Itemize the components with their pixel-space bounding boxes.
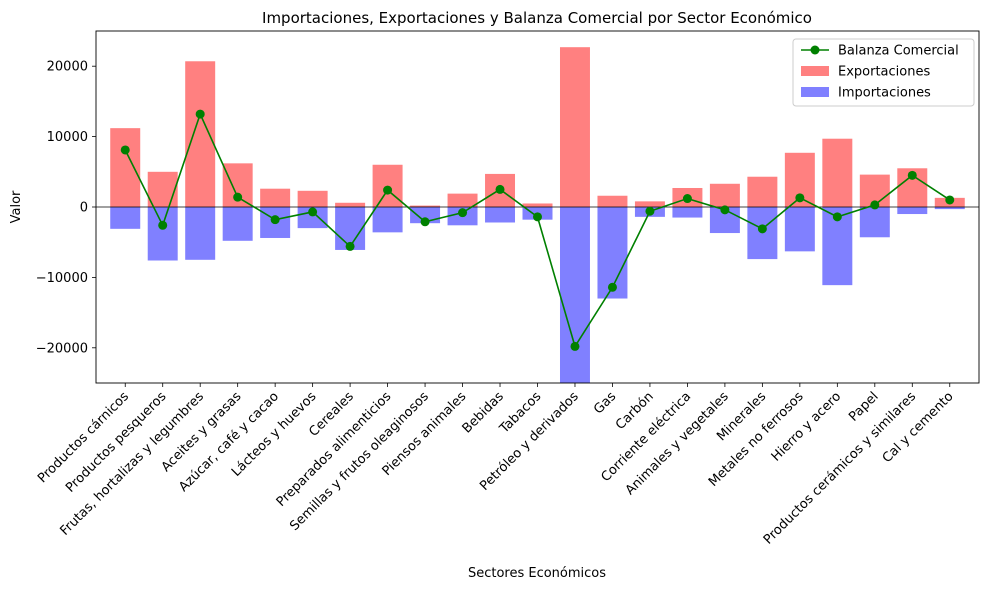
balanza-point xyxy=(308,207,318,217)
importaciones-bar xyxy=(672,207,703,218)
exportaciones-bar xyxy=(822,138,853,207)
importaciones-bar xyxy=(147,207,178,261)
balanza-point xyxy=(233,192,243,202)
exportaciones-bar xyxy=(110,128,141,207)
balanza-point xyxy=(645,206,655,216)
x-axis-label: Sectores Económicos xyxy=(468,566,606,581)
y-tick-label: −20000 xyxy=(36,341,88,356)
balanza-point xyxy=(607,282,617,292)
exportaciones-bar xyxy=(147,171,178,207)
y-axis: −20000 −10000 0 10000 20000 xyxy=(36,60,96,356)
legend: Balanza Comercial Exportaciones Importacio… xyxy=(792,38,975,107)
balanza-point xyxy=(383,185,393,195)
exportaciones-bar xyxy=(522,203,553,207)
balanza-point xyxy=(533,212,542,222)
legend-box xyxy=(792,38,975,107)
balanza-point xyxy=(682,194,692,204)
y-tick-label: 10000 xyxy=(47,130,88,145)
importaciones-bar xyxy=(897,207,928,215)
balanza-point xyxy=(795,193,805,203)
balanza-point xyxy=(495,184,505,194)
legend-bar-swatch xyxy=(801,66,829,76)
balanza-point xyxy=(270,215,280,225)
importaciones-bar xyxy=(110,207,141,229)
importaciones-bar xyxy=(185,207,216,260)
exportaciones-bar xyxy=(185,61,216,207)
balanza-point xyxy=(720,205,730,215)
y-tick-label: −10000 xyxy=(36,271,88,286)
balanza-point xyxy=(458,208,468,218)
balanza-point xyxy=(907,170,917,180)
balanza-point xyxy=(945,195,955,205)
balanza-point xyxy=(345,241,355,251)
chart-title: Importaciones, Exportaciones y Balanza C… xyxy=(262,9,812,27)
y-tick-label: 20000 xyxy=(47,60,88,75)
legend-label: Importaciones xyxy=(838,86,931,101)
importaciones-bar xyxy=(934,207,965,210)
balanza-point xyxy=(570,341,580,351)
legend-bar-swatch xyxy=(801,87,829,97)
exportaciones-bar xyxy=(747,176,778,207)
exportaciones-bar xyxy=(634,201,665,207)
y-tick-label: 0 xyxy=(80,201,88,216)
legend-label: Balanza Comercial xyxy=(838,44,959,59)
exportaciones-bar xyxy=(597,195,628,207)
balanza-point xyxy=(195,109,205,119)
exportaciones-bar xyxy=(335,202,366,207)
balanza-point xyxy=(757,224,767,234)
importaciones-bar xyxy=(784,207,815,252)
exportaciones-bar xyxy=(260,188,291,207)
balanza-point xyxy=(832,212,842,222)
balanza-point xyxy=(120,145,130,155)
exportaciones-bar xyxy=(709,183,740,207)
exportaciones-bar xyxy=(559,47,590,207)
plot-area xyxy=(95,30,980,384)
balanza-point xyxy=(420,217,430,227)
importaciones-bar xyxy=(859,207,890,238)
exportaciones-bar xyxy=(297,190,328,207)
importaciones-bar xyxy=(485,207,516,223)
legend-marker-swatch xyxy=(810,45,820,55)
importaciones-bar xyxy=(297,207,328,229)
importaciones-bar xyxy=(222,207,253,241)
exportaciones-bar xyxy=(410,205,441,207)
balanza-point xyxy=(870,200,880,210)
legend-label: Exportaciones xyxy=(838,65,930,80)
importaciones-bar xyxy=(372,207,403,233)
y-axis-label: Valor xyxy=(9,190,24,223)
exportaciones-bar xyxy=(447,193,478,207)
importaciones-bar xyxy=(559,207,590,383)
balanza-point xyxy=(158,220,168,230)
